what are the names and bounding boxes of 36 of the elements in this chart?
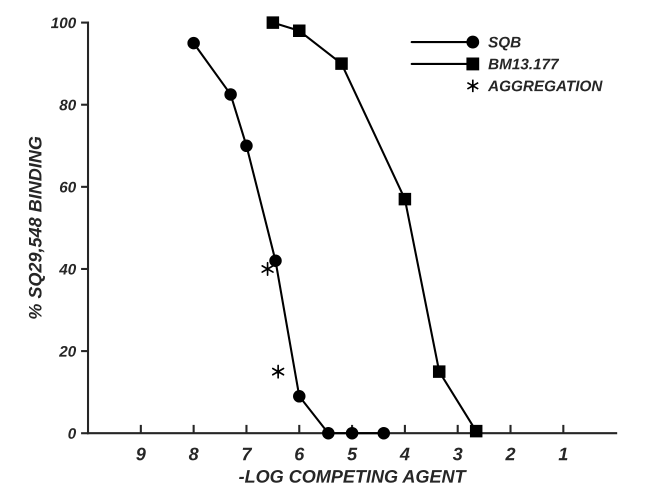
point [269, 254, 282, 268]
point [261, 262, 274, 276]
legend-label: SQB [488, 36, 521, 50]
x-tick-label: 2 [505, 448, 516, 460]
x-tick-label: 9 [136, 448, 146, 460]
legend-label: AGGREGATION [488, 80, 603, 92]
point [432, 365, 446, 378]
point [293, 24, 306, 38]
y-tick-label: 60 [60, 182, 76, 193]
point [293, 390, 306, 403]
point [470, 424, 482, 438]
point [378, 426, 390, 440]
x-axis-title: -LOG COMPETING AGENT [239, 470, 467, 483]
y-tick-label: 20 [58, 346, 76, 357]
x-tick-label: 3 [452, 448, 463, 460]
y-tick-label: 40 [58, 264, 76, 275]
legend-label: BM13.177 [488, 58, 560, 70]
point [335, 57, 348, 70]
y-tick-label: 100 [50, 17, 76, 28]
point [224, 88, 237, 101]
point [398, 192, 412, 206]
x-tick-label: 6 [295, 448, 304, 460]
x-tick-label: 7 [242, 448, 252, 460]
point [322, 426, 335, 440]
point [272, 364, 284, 379]
x-tick-label: 1 [558, 448, 568, 460]
point [240, 140, 253, 152]
y-tick-label: 80 [59, 100, 76, 110]
y-tick-label: 0 [68, 428, 76, 439]
point [187, 36, 200, 50]
x-tick-label: 4 [400, 448, 410, 460]
y-axis-title: % SQ29,548 BINDING [28, 136, 45, 319]
point [346, 426, 358, 440]
x-tick-label: 5 [347, 448, 358, 460]
x-tick-label: 8 [188, 448, 199, 460]
point [266, 16, 280, 29]
